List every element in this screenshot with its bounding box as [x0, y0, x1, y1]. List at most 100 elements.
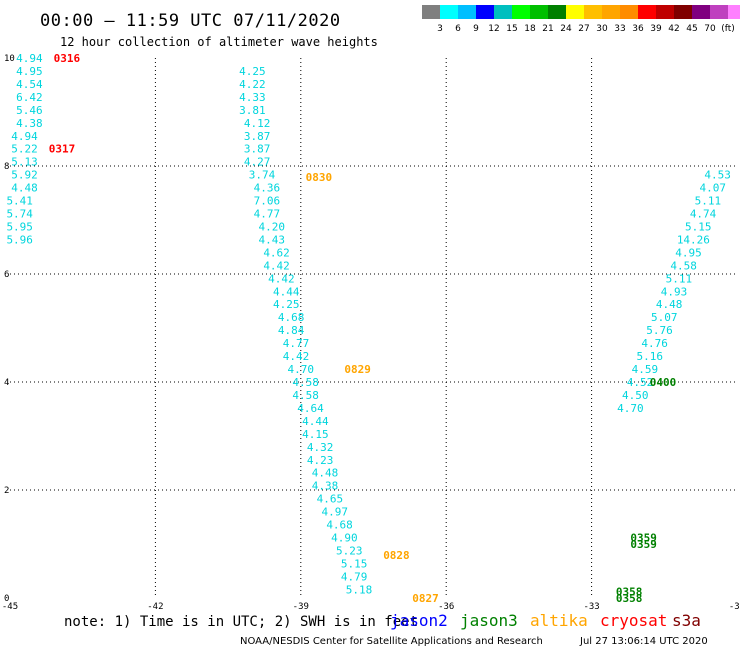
time-stamp-label: 0317 [49, 143, 75, 156]
colorbar-swatch [584, 5, 602, 19]
footer-timestamp: Jul 27 13:06:14 UTC 2020 [579, 636, 708, 647]
swh-label: 4.52 [627, 376, 654, 389]
swh-label: 5.13 [11, 156, 38, 169]
colorbar-swatch [422, 5, 440, 19]
colorbar-label: 24 [560, 24, 572, 34]
swh-label: 5.16 [637, 350, 664, 363]
x-tick-label: -30 [729, 602, 740, 612]
colorbar-label: 21 [542, 24, 553, 34]
swh-label: 4.22 [239, 78, 266, 91]
time-stamp-label: 0359 [630, 532, 657, 545]
swh-label: 4.20 [258, 220, 285, 233]
swh-label: 3.81 [239, 104, 266, 117]
colorbar-label: 9 [473, 24, 479, 34]
x-tick-label: -33 [583, 602, 599, 612]
colorbar-swatch [458, 5, 476, 19]
swh-label: 4.27 [244, 156, 271, 169]
y-tick-label: 10 [4, 54, 15, 64]
swh-label: 4.54 [16, 78, 43, 91]
colorbar-label: 6 [455, 24, 461, 34]
swh-label: 4.58 [292, 389, 319, 402]
satellite-legend: jason2 jason3 altika cryosat s3a [390, 611, 701, 630]
swh-label: 5.22 [11, 143, 38, 156]
swh-label: 4.95 [16, 65, 43, 78]
swh-label: 4.33 [239, 91, 266, 104]
swh-label: 4.48 [11, 182, 38, 195]
swh-label: 5.46 [16, 104, 43, 117]
swh-label: 4.79 [341, 570, 368, 583]
swh-label: 4.43 [258, 233, 285, 246]
swh-label: 4.42 [268, 272, 295, 285]
colorbar-label: 39 [650, 24, 662, 34]
colorbar-label: 36 [632, 24, 644, 34]
colorbar-label: 45 [686, 24, 697, 34]
colorbar-swatch [494, 5, 512, 19]
x-tick-label: -42 [147, 602, 163, 612]
swh-label: 4.48 [312, 467, 339, 480]
swh-label: 5.18 [346, 583, 373, 596]
colorbar-label: 12 [488, 24, 499, 34]
x-tick-label: -45 [2, 602, 18, 612]
legend-note: note: 1) Time is in UTC; 2) SWH is in fe… [64, 614, 418, 630]
x-tick-label: -39 [293, 602, 309, 612]
swh-label: 5.11 [666, 272, 693, 285]
time-stamp-label: 0358 [616, 586, 643, 599]
swh-label: 14.26 [677, 233, 710, 246]
swh-label: 5.95 [6, 220, 33, 233]
swh-label: 4.58 [670, 259, 697, 272]
swh-label: 4.42 [263, 259, 290, 272]
colorbar-swatch [602, 5, 620, 19]
swh-label: 4.25 [239, 65, 266, 78]
colorbar-swatch [656, 5, 674, 19]
swh-label: 5.15 [341, 557, 368, 570]
time-stamp-label: 0359 [630, 538, 657, 551]
swh-label: 4.36 [254, 182, 281, 195]
colorbar-swatch [512, 5, 530, 19]
swh-label: 5.41 [6, 195, 33, 208]
swh-label: 4.42 [283, 350, 310, 363]
colorbar-swatch [620, 5, 638, 19]
colorbar-label: 30 [596, 24, 608, 34]
colorbar-swatch [710, 5, 728, 19]
swh-label: 4.38 [16, 117, 43, 130]
time-stamp-label: 0828 [383, 549, 410, 562]
swh-label: 4.50 [622, 389, 649, 402]
y-tick-label: 6 [4, 270, 9, 280]
colorbar-swatch [692, 5, 710, 19]
time-stamp-label: 0829 [344, 363, 371, 376]
swh-label: 3.87 [244, 143, 271, 156]
colorbar-swatch [638, 5, 656, 19]
colorbar-label: 3 [437, 24, 443, 34]
colorbar-swatch [548, 5, 566, 19]
swh-label: 4.58 [292, 376, 319, 389]
swh-label: 4.65 [317, 493, 344, 506]
colorbar-label: 15 [506, 24, 517, 34]
swh-label: 4.93 [661, 285, 688, 298]
swh-label: 5.15 [685, 220, 712, 233]
swh-label: 4.25 [273, 298, 300, 311]
y-tick-label: 2 [4, 486, 9, 496]
swh-label: 4.44 [273, 285, 300, 298]
swh-label: 4.97 [321, 506, 348, 519]
swh-label: 4.62 [263, 246, 290, 259]
swh-label: 4.90 [331, 532, 358, 545]
colorbar-label: 18 [524, 24, 536, 34]
swh-label: 4.84 [278, 324, 305, 337]
chart-subtitle: 12 hour collection of altimeter wave hei… [60, 35, 378, 49]
swh-label: 5.74 [6, 208, 33, 221]
x-tick-label: -36 [438, 602, 454, 612]
swh-label: 4.64 [297, 402, 324, 415]
swh-label: 4.68 [326, 519, 353, 532]
y-tick-label: 0 [4, 594, 9, 604]
swh-label: 4.48 [656, 298, 683, 311]
swh-label: 5.23 [336, 544, 363, 557]
colorbar-swatch [728, 5, 740, 19]
swh-label: 3.87 [244, 130, 271, 143]
swh-label: 4.95 [675, 246, 702, 259]
swh-label: 4.77 [254, 208, 281, 221]
colorbar-swatch [440, 5, 458, 19]
colorbar-label: 33 [614, 24, 625, 34]
time-stamp-label: 0830 [306, 171, 333, 184]
swh-label: 5.76 [646, 324, 673, 337]
